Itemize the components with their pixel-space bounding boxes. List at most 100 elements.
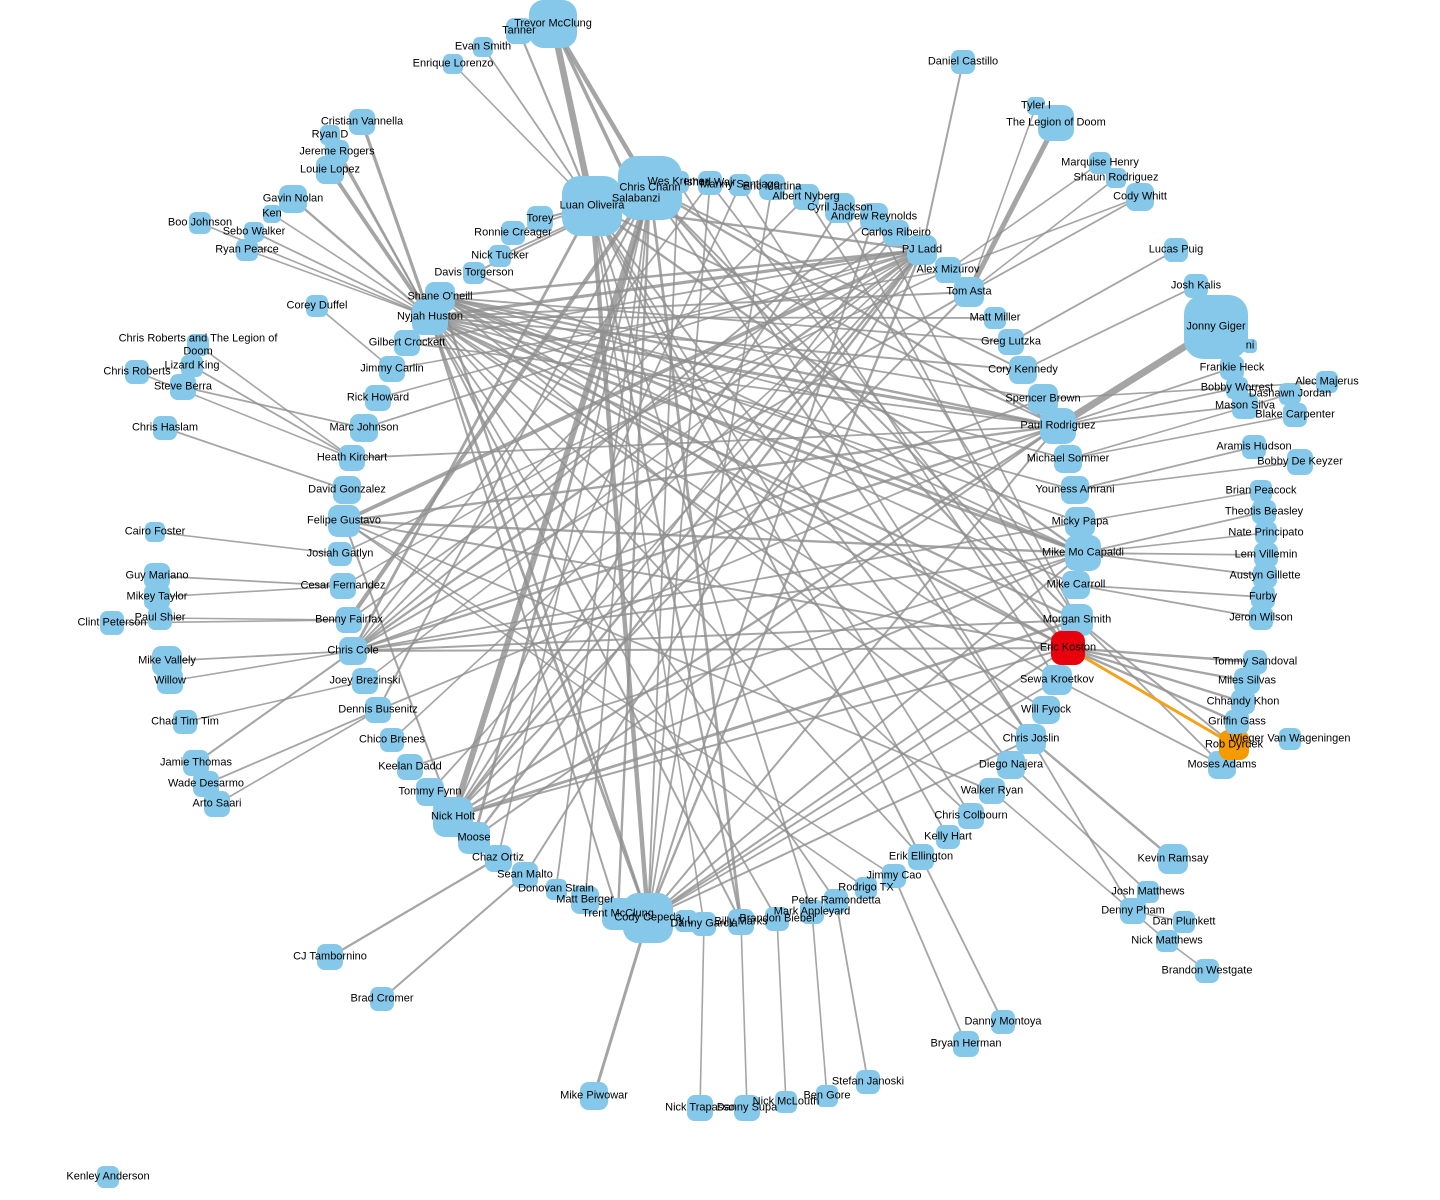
node-nick-trapasso[interactable] [687,1095,713,1121]
node-marquise-henry[interactable] [1089,152,1111,174]
node-sewa-kroetkov[interactable] [1042,665,1072,695]
node-michael-sommer[interactable] [1054,445,1082,473]
node-corey-duffel[interactable] [306,295,328,317]
node-kevin-ramsay[interactable] [1158,844,1188,874]
node-paul-shier[interactable] [148,606,172,630]
node-billy-marks[interactable] [728,909,754,935]
node-peter-ramondetta[interactable] [824,889,848,913]
node-nick-tucker[interactable] [489,245,511,267]
node-gavin-nolan[interactable] [279,185,307,213]
node-tanner[interactable] [506,18,532,44]
node-tommy-sandoval[interactable] [1243,650,1267,674]
node-manny-santiago[interactable] [729,174,751,196]
node-heath-kirchart[interactable] [339,445,365,471]
node-felipe-gustavo[interactable] [328,505,360,537]
node-albert-nyberg[interactable] [793,184,819,210]
node-steve-berra[interactable] [170,374,196,400]
node-luan-oliveira[interactable] [562,176,622,236]
node-ken[interactable] [263,205,281,223]
node-chhandy-khon[interactable] [1231,690,1255,714]
node-torey[interactable] [527,206,553,232]
node-willow[interactable] [157,668,183,694]
node-keelan-dadd[interactable] [397,754,423,780]
node-diego-najera[interactable] [997,751,1025,779]
node-ryan-pearce[interactable] [236,239,258,261]
node-chris-roberts-and-the-legion-of-doom[interactable] [187,334,209,356]
node-mike-carroll[interactable] [1062,571,1090,599]
node-salabanzi[interactable] [619,182,653,216]
node-austyn-gillette[interactable] [1253,564,1277,588]
node-chico-brenes[interactable] [380,728,404,752]
node-ronnie-creager[interactable] [501,221,525,245]
node-sean-malto[interactable] [512,862,538,888]
node-alec-majerus[interactable] [1316,371,1338,393]
node-chris-colbourn[interactable] [958,803,984,829]
node-eric-koston[interactable] [1051,631,1085,665]
node-cj-tambornino[interactable] [317,944,343,970]
node-the-legion-of-doom[interactable] [1038,105,1074,141]
node-rick-howard[interactable] [365,385,391,411]
node-tommy-fynn[interactable] [416,778,444,806]
node-enrique-lorenzo[interactable] [443,54,463,74]
node-jeron-wilson[interactable] [1249,606,1273,630]
node-youness-amrani[interactable] [1061,476,1089,504]
node-rodrigo-tx[interactable] [855,877,877,899]
node-trent-mcclung[interactable] [602,898,634,930]
node-lem-villemin[interactable] [1254,543,1278,567]
node-david-gonzalez[interactable] [333,476,361,504]
node-donovan-strain[interactable] [545,878,567,900]
node-benny-fairfax[interactable] [336,607,362,633]
node-mike-piwowar[interactable] [580,1082,608,1110]
node-frankie-heck[interactable] [1220,356,1244,380]
node-morgan-smith[interactable] [1061,604,1093,636]
node-evan-smith[interactable] [473,37,493,57]
node-bryan-herman[interactable] [953,1031,979,1057]
node-chris-haslam[interactable] [153,416,177,440]
node-theotis-beasley[interactable] [1252,500,1276,524]
node-chris-cole[interactable] [339,637,367,665]
node-nate-principato[interactable] [1255,522,1277,544]
node-y-l[interactable] [675,910,697,932]
node-ishod-wair[interactable] [698,171,722,195]
node-matt-berger[interactable] [571,886,599,914]
node-sebo-walker[interactable] [244,222,264,242]
node-nick-mclouth[interactable] [775,1091,797,1113]
node-lizard-king[interactable] [181,355,203,377]
node-arto-saari[interactable] [204,791,230,817]
node-shaun-rodriguez[interactable] [1106,168,1126,188]
node-pj-ladd[interactable] [907,235,937,265]
node-cory-kennedy[interactable] [1009,356,1037,384]
node-bobby-de-keyzer[interactable] [1287,449,1313,475]
node-matt-miller[interactable] [984,307,1006,329]
node-brandon-westgate[interactable] [1195,959,1219,983]
node-cristian-vannella[interactable] [349,109,375,135]
node-paul-rodriguez[interactable] [1040,408,1076,444]
node-eric-martina[interactable] [759,174,785,200]
node-dennis-busenitz[interactable] [365,697,391,723]
node-danny-supa[interactable] [734,1095,760,1121]
node-brandon-biebel[interactable] [765,907,789,931]
node-brad-cromer[interactable] [370,987,394,1011]
node-erik-ellington[interactable] [908,844,934,870]
node-trevor-mcclung[interactable] [529,0,577,48]
node-dashawn-jordan[interactable] [1279,383,1301,405]
node-chris-roberts[interactable] [125,360,149,384]
node-wes-kremer[interactable] [667,171,689,193]
node-tom-asta[interactable] [954,277,984,307]
node-daniel-castillo[interactable] [951,50,975,74]
node-greg-lutzka[interactable] [998,329,1024,355]
node-louie-lopez[interactable] [316,156,344,184]
node-chris-joslin[interactable] [1016,724,1046,754]
node-mark-appleyard[interactable] [800,900,824,924]
node-dan-plunkett[interactable] [1173,911,1195,933]
node-furby[interactable] [1251,585,1275,609]
node-mike-mo-capaldi[interactable] [1065,535,1101,571]
node-bobby-worrest[interactable] [1226,377,1248,399]
node-chad-tim-tim[interactable] [173,710,197,734]
node-danny-montoya[interactable] [991,1010,1015,1034]
node-cody-whitt[interactable] [1126,183,1154,211]
node-aramis-hudson[interactable] [1242,435,1266,459]
node-davis-torgerson[interactable] [463,262,485,284]
node-kelly-hart[interactable] [936,825,960,849]
node-stefan-janoski[interactable] [856,1070,880,1094]
